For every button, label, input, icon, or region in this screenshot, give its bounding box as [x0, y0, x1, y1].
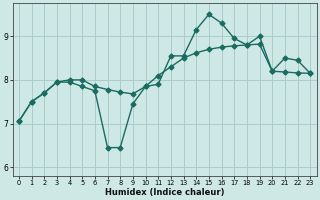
X-axis label: Humidex (Indice chaleur): Humidex (Indice chaleur) [105, 188, 224, 197]
